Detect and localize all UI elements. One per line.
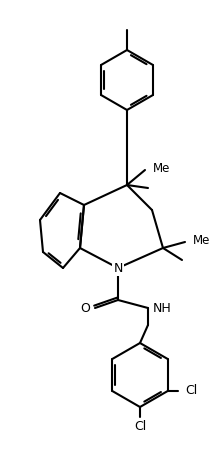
Text: Me: Me xyxy=(153,162,170,174)
Text: Cl: Cl xyxy=(186,384,198,398)
Text: Me: Me xyxy=(193,234,210,246)
Text: Cl: Cl xyxy=(134,421,146,433)
Text: O: O xyxy=(80,301,90,315)
Text: NH: NH xyxy=(153,301,172,315)
Text: N: N xyxy=(113,261,123,275)
